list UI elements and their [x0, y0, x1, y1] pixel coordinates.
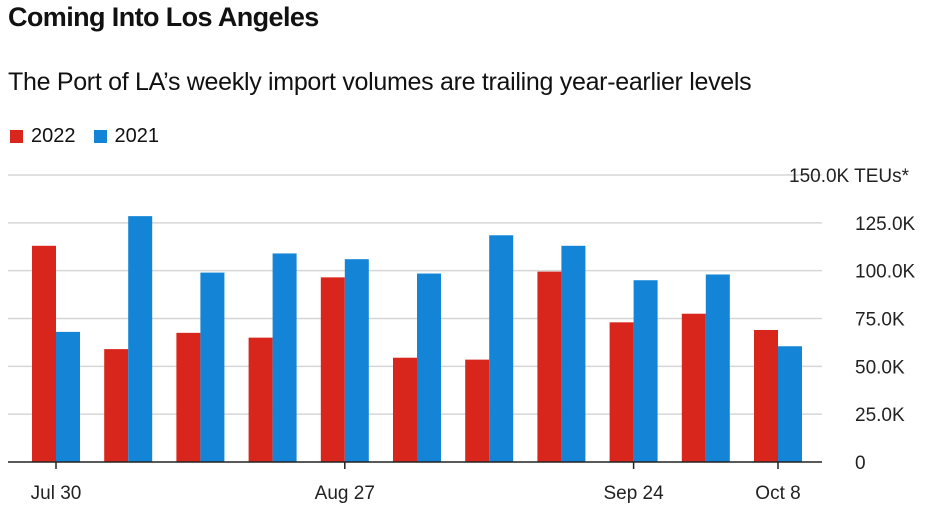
y-tick-label: 100.0K [855, 262, 916, 283]
bar-2022 [754, 329, 778, 462]
bar-2021 [417, 273, 441, 462]
bar-2022 [176, 332, 201, 462]
bar-2021 [705, 274, 730, 462]
legend-label-2021: 2021 [114, 125, 160, 147]
x-tick-label: Jul 30 [31, 483, 82, 504]
bar-2021 [200, 272, 225, 462]
bar-2021 [344, 259, 369, 462]
chart-subtitle: The Port of LA’s weekly import volumes a… [8, 68, 752, 96]
bar-2021 [128, 216, 153, 462]
bar-2021 [633, 280, 658, 462]
bar-2022 [320, 277, 345, 462]
bar-2021 [561, 245, 586, 462]
y-tick-label: 25.0K [855, 405, 905, 426]
legend-swatch-2021 [93, 130, 107, 143]
chart-title: Coming Into Los Angeles [8, 2, 319, 32]
bar-2021 [56, 331, 80, 462]
y-tick-label: 75.0K [855, 310, 905, 331]
y-tick-label: 125.0K [855, 214, 916, 235]
legend-item-2022: 2022 [10, 125, 76, 148]
x-tick-label: Aug 27 [315, 483, 375, 504]
bar-2022 [248, 337, 273, 462]
x-tick-label: Sep 24 [603, 483, 664, 504]
bar-2022 [537, 271, 562, 462]
bar-2022 [32, 245, 56, 462]
bar-2021 [778, 346, 802, 462]
y-tick-label: 150.0K TEUs* [789, 166, 910, 187]
bar-2021 [489, 235, 514, 462]
legend-label-2022: 2022 [31, 125, 76, 147]
bar-2022 [681, 313, 706, 462]
y-tick-label: 50.0K [855, 357, 905, 378]
y-tick-label: 0 [855, 453, 866, 474]
legend-swatch-2022 [10, 130, 23, 143]
bar-2022 [609, 322, 634, 462]
legend: 2022 2021 [10, 125, 177, 148]
bar-2022 [393, 357, 417, 462]
bar-2022 [104, 349, 129, 462]
bar-2022 [465, 359, 490, 462]
bar-2021 [272, 253, 297, 462]
legend-item-2021: 2021 [93, 125, 160, 148]
x-tick-label: Oct 8 [755, 483, 800, 504]
